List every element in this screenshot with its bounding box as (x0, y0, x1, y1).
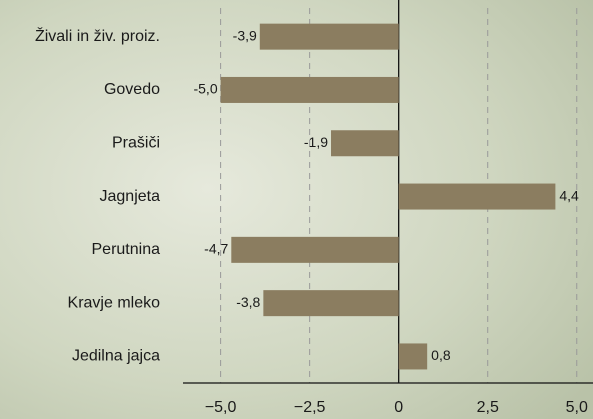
category-label: Govedo (104, 81, 160, 98)
bar (331, 130, 399, 157)
value-label: -3,9 (233, 27, 257, 43)
value-label: -4,7 (204, 241, 228, 257)
x-tick-label: 0 (394, 399, 403, 416)
category-label: Jagnjeta (100, 188, 161, 205)
bar (398, 183, 556, 210)
category-label: Perutnina (92, 241, 161, 258)
bar (220, 76, 399, 103)
category-label: Živali in živ. proiz. (35, 26, 160, 45)
bar (263, 290, 399, 317)
value-label: -1,9 (304, 134, 328, 150)
value-label: -5,0 (193, 81, 217, 97)
x-tick-label: 2,5 (477, 399, 499, 416)
x-tick-label: −2,5 (294, 399, 326, 416)
bar (398, 343, 428, 370)
category-label: Prašiči (112, 134, 160, 151)
bar (231, 236, 399, 263)
x-tick-label: 5,0 (566, 399, 588, 416)
category-label: Jedilna jajca (72, 348, 160, 365)
value-label: 0,8 (431, 347, 451, 363)
bar (259, 23, 399, 50)
x-tick-label: −5,0 (205, 399, 237, 416)
category-label: Kravje mleko (68, 294, 161, 311)
value-label: 4,4 (559, 187, 579, 203)
value-label: -3,8 (236, 294, 260, 310)
